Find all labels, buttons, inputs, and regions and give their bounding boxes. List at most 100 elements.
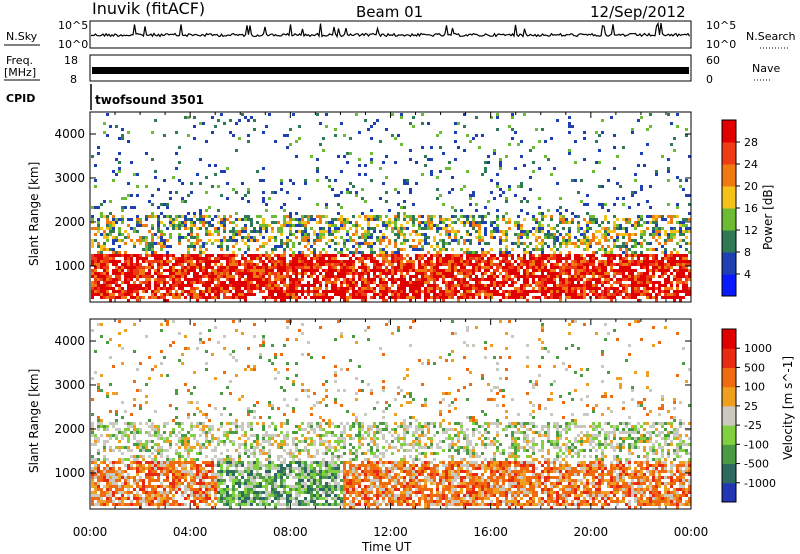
heatmap-cell	[634, 233, 637, 236]
heatmap-cell	[133, 173, 136, 176]
heatmap-cell	[559, 278, 562, 281]
heatmap-cell	[118, 284, 121, 287]
heatmap-cell	[109, 467, 112, 470]
heatmap-cell	[361, 287, 364, 290]
heatmap-cell	[172, 476, 175, 479]
cpid-label: CPID	[6, 92, 35, 105]
heatmap-cell	[265, 251, 268, 254]
heatmap-cell	[664, 266, 667, 269]
heatmap-cell	[175, 224, 178, 227]
heatmap-cell	[589, 263, 592, 266]
heatmap-cell	[172, 467, 175, 470]
heatmap-cell	[592, 257, 595, 260]
heatmap-cell	[424, 269, 427, 272]
heatmap-cell	[286, 245, 289, 248]
heatmap-cell	[679, 263, 682, 266]
heatmap-cell	[106, 257, 109, 260]
heatmap-cell	[214, 173, 217, 176]
heatmap-cell	[565, 260, 568, 263]
heatmap-cell	[469, 263, 472, 266]
heatmap-cell	[637, 221, 640, 224]
heatmap-cell	[340, 254, 343, 257]
heatmap-cell	[385, 176, 388, 179]
heatmap-cell	[124, 434, 127, 437]
heatmap-cell	[676, 287, 679, 290]
heatmap-cell	[316, 158, 319, 161]
heatmap-cell	[241, 257, 244, 260]
heatmap-cell	[616, 218, 619, 221]
heatmap-cell	[127, 194, 130, 197]
heatmap-cell	[163, 275, 166, 278]
heatmap-cell	[493, 254, 496, 257]
heatmap-cell	[319, 293, 322, 296]
heatmap-cell	[121, 134, 124, 137]
heatmap-cell	[613, 245, 616, 248]
heatmap-cell	[625, 263, 628, 266]
heatmap-cell	[301, 293, 304, 296]
heatmap-cell	[682, 284, 685, 287]
heatmap-cell	[349, 278, 352, 281]
heatmap-cell	[97, 419, 100, 422]
heatmap-cell	[169, 290, 172, 293]
heatmap-cell	[556, 224, 559, 227]
heatmap-cell	[592, 275, 595, 278]
heatmap-cell	[493, 221, 496, 224]
heatmap-cell	[592, 215, 595, 218]
heatmap-cell	[679, 275, 682, 278]
heatmap-cell	[580, 263, 583, 266]
heatmap-cell	[112, 263, 115, 266]
heatmap-cell	[202, 272, 205, 275]
heatmap-cell	[151, 494, 154, 497]
heatmap-cell	[145, 443, 148, 446]
heatmap-cell	[517, 233, 520, 236]
heatmap-cell	[160, 272, 163, 275]
heatmap-cell	[385, 251, 388, 254]
heatmap-cell	[310, 269, 313, 272]
heatmap-cell	[217, 119, 220, 122]
heatmap-cell	[358, 278, 361, 281]
heatmap-cell	[478, 221, 481, 224]
heatmap-cell	[613, 221, 616, 224]
heatmap-cell	[325, 125, 328, 128]
heatmap-cell	[136, 389, 139, 392]
heatmap-cell	[103, 491, 106, 494]
heatmap-cell	[646, 128, 649, 131]
heatmap-cell	[262, 281, 265, 284]
heatmap-cell	[160, 233, 163, 236]
heatmap-cell	[535, 227, 538, 230]
heatmap-cell	[505, 263, 508, 266]
heatmap-cell	[238, 248, 241, 251]
heatmap-cell	[181, 272, 184, 275]
heatmap-cell	[196, 239, 199, 242]
heatmap-cell	[589, 284, 592, 287]
heatmap-cell	[622, 233, 625, 236]
heatmap-cell	[688, 194, 691, 197]
heatmap-cell	[499, 230, 502, 233]
heatmap-cell	[574, 266, 577, 269]
heatmap-cell	[451, 227, 454, 230]
heatmap-cell	[472, 269, 475, 272]
heatmap-cell	[454, 215, 457, 218]
heatmap-cell	[520, 227, 523, 230]
heatmap-cell	[178, 260, 181, 263]
heatmap-cell	[208, 278, 211, 281]
heatmap-cell	[211, 260, 214, 263]
heatmap-cell	[580, 239, 583, 242]
heatmap-cell	[466, 287, 469, 290]
heatmap-cell	[181, 443, 184, 446]
heatmap-cell	[295, 272, 298, 275]
heatmap-cell	[460, 278, 463, 281]
heatmap-cell	[178, 470, 181, 473]
heatmap-cell	[463, 293, 466, 296]
heatmap-cell	[373, 275, 376, 278]
heatmap-cell	[433, 296, 436, 299]
heatmap-cell	[385, 290, 388, 293]
heatmap-cell	[622, 287, 625, 290]
heatmap-cell	[94, 254, 97, 257]
heatmap-cell	[448, 236, 451, 239]
heatmap-cell	[427, 290, 430, 293]
heatmap-cell	[478, 224, 481, 227]
heatmap-cell	[466, 293, 469, 296]
heatmap-cell	[337, 155, 340, 158]
heatmap-cell	[214, 293, 217, 296]
